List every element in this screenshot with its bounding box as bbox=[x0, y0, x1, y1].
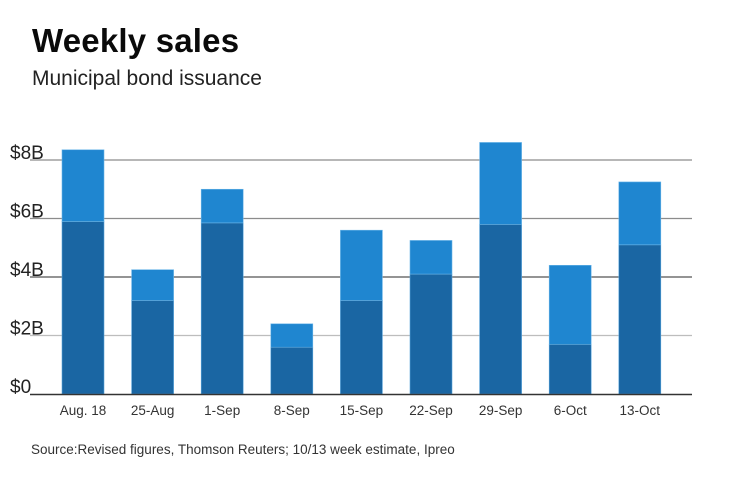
bar-segment-lower bbox=[409, 273, 453, 395]
bar-segment-lower bbox=[618, 244, 662, 395]
bar-segment-upper bbox=[479, 142, 522, 225]
x-tick-label: 29-Sep bbox=[479, 403, 523, 418]
bar-segment-lower bbox=[479, 224, 522, 395]
x-tick-label: 22-Sep bbox=[409, 403, 453, 418]
y-tick-label: $2B bbox=[10, 319, 44, 340]
chart-subtitle: Municipal bond issuance bbox=[32, 67, 262, 90]
bar-group bbox=[479, 142, 522, 395]
bar-segment-upper bbox=[61, 149, 105, 222]
x-axis-ticks: Aug. 18 25-Aug 1-Sep 8-Sep 15-Sep 22-Sep 29-Se… bbox=[60, 403, 661, 418]
bar-segment-lower bbox=[131, 300, 174, 395]
bar-segment-upper bbox=[131, 269, 174, 301]
x-tick-label: 1-Sep bbox=[204, 403, 240, 418]
bar-group bbox=[131, 269, 174, 395]
x-tick-label: 6-Oct bbox=[554, 403, 587, 418]
x-tick-label: Aug. 18 bbox=[60, 403, 107, 418]
source-note: Source:Revised figures, Thomson Reuters;… bbox=[31, 442, 455, 457]
x-tick-label: 13-Oct bbox=[620, 403, 661, 418]
bar-group bbox=[548, 264, 592, 395]
bar-segment-upper bbox=[340, 229, 383, 301]
y-tick-label: $4B bbox=[10, 260, 44, 281]
x-tick-label: 25-Aug bbox=[131, 403, 175, 418]
bar-segment-lower bbox=[61, 221, 105, 395]
chart-title: Weekly sales bbox=[32, 22, 240, 59]
x-tick-label: 8-Sep bbox=[274, 403, 310, 418]
bar-group bbox=[61, 149, 105, 395]
y-tick-label: $0 bbox=[10, 377, 31, 398]
bar-segment-lower bbox=[200, 222, 244, 395]
bar-group bbox=[618, 181, 662, 395]
bar-group bbox=[409, 240, 453, 395]
bar-segment-upper bbox=[618, 181, 662, 246]
bars bbox=[61, 142, 662, 395]
bar-segment-upper bbox=[548, 264, 592, 345]
x-tick-label: 15-Sep bbox=[340, 403, 384, 418]
bar-group bbox=[340, 229, 383, 395]
bar-segment-lower bbox=[548, 343, 592, 395]
bar-segment-upper bbox=[409, 240, 453, 275]
y-tick-label: $6B bbox=[10, 202, 44, 223]
bar-segment-lower bbox=[270, 346, 314, 395]
y-tick-label: $8B bbox=[10, 143, 44, 164]
bar-group bbox=[270, 323, 314, 395]
bar-group bbox=[200, 188, 244, 395]
bar-segment-upper bbox=[270, 323, 314, 348]
y-axis-ticks: $0 $2B $4B $6B $8B bbox=[10, 143, 44, 398]
bar-segment-lower bbox=[340, 300, 383, 395]
bar-segment-upper bbox=[200, 188, 244, 224]
